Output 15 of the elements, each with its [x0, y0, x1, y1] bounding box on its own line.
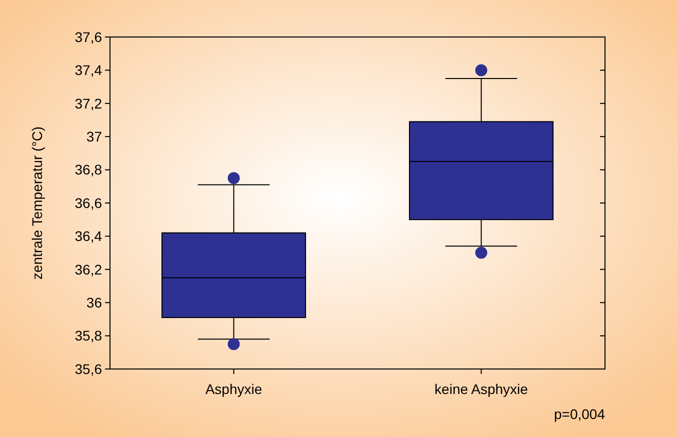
- y-tick-label: 37,6: [74, 28, 102, 45]
- y-tick-label: 36,6: [74, 194, 102, 211]
- x-tick-label: Asphyxie: [205, 381, 262, 397]
- x-tick-label: keine Asphyxie: [434, 381, 528, 397]
- y-tick-label: 36: [86, 294, 102, 310]
- y-tick-label: 36,2: [74, 261, 102, 278]
- y-tick-label: 35,6: [74, 360, 102, 377]
- y-tick-label: 37,2: [74, 95, 102, 112]
- y-tick-label: 35,8: [74, 328, 102, 344]
- y-tick-label: 36,8: [74, 162, 102, 178]
- y-tick-label: 37,4: [74, 62, 102, 78]
- y-tick-label: 37: [86, 128, 102, 144]
- y-tick-label: 36,4: [74, 228, 102, 244]
- text: p=0,004: [554, 406, 606, 422]
- y-axis-title: zentrale Temperatur (°C): [29, 126, 45, 280]
